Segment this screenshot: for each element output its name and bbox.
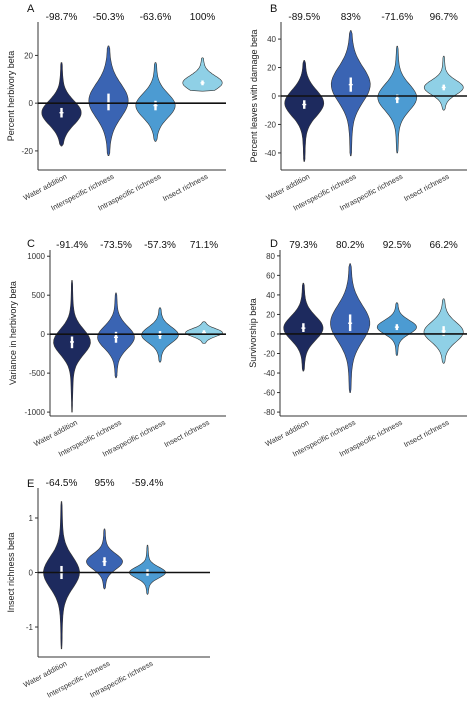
y-tick-label: -40 xyxy=(264,149,276,158)
y-tick-label: 60 xyxy=(266,271,275,280)
y-tick-label: -60 xyxy=(263,389,275,398)
percent-label: -73.5% xyxy=(100,240,132,251)
y-tick-label: 40 xyxy=(267,35,276,44)
category-label: Insect richness xyxy=(402,418,451,450)
panel-letter: A xyxy=(27,3,35,15)
percent-label: 66.2% xyxy=(429,240,457,251)
percent-label: -63.6% xyxy=(140,12,172,23)
panel-letter: C xyxy=(27,238,35,250)
percent-label: 100% xyxy=(190,12,216,23)
category-label: Insect richness xyxy=(163,418,212,450)
y-tick-label: -20 xyxy=(21,147,33,156)
y-tick-label: 20 xyxy=(266,310,275,319)
category-label: Insect richness xyxy=(161,172,210,204)
y-axis-label: Percent leaves with damage beta xyxy=(249,29,259,162)
percent-label: -71.6% xyxy=(381,12,413,23)
y-tick-label: 20 xyxy=(24,51,33,60)
y-tick-label: 0 xyxy=(41,330,46,339)
percent-label: -98.7% xyxy=(46,12,78,23)
panel-letter: D xyxy=(270,238,278,250)
y-tick-label: 0 xyxy=(272,92,277,101)
percent-label: 95% xyxy=(94,478,114,489)
panel-d: D -80 -60 -40 -20 0 20 40 60 80 Survivorship beta 7… xyxy=(248,238,467,459)
panel-c: C -1000 -500 0 500 1000 Variance in herbivory … xyxy=(8,238,226,459)
percent-label: 92.5% xyxy=(383,240,411,251)
violin-4 xyxy=(423,55,464,111)
percent-label: -64.5% xyxy=(46,478,78,489)
y-tick-label: 40 xyxy=(266,291,275,300)
y-tick-label: 500 xyxy=(32,291,46,300)
y-tick-label: 1000 xyxy=(27,252,45,261)
percent-label: 80.2% xyxy=(336,240,364,251)
y-axis-label: Variance in herbivory beta xyxy=(8,281,18,385)
percent-label: 71.1% xyxy=(190,240,218,251)
percent-label: -59.4% xyxy=(132,478,164,489)
y-tick-label: -80 xyxy=(263,408,275,417)
percent-label: -89.5% xyxy=(288,12,320,23)
percent-label: -57.3% xyxy=(144,240,176,251)
panel-b: B -40 -20 0 20 40 Percent leaves with damage b… xyxy=(249,3,467,213)
y-tick-label: -20 xyxy=(263,350,275,359)
violin-4 xyxy=(182,57,223,92)
y-tick-label: 0 xyxy=(29,569,34,578)
violin-1 xyxy=(41,62,82,147)
y-tick-label: 80 xyxy=(266,252,275,261)
panel-letter: E xyxy=(27,478,34,490)
y-tick-label: 0 xyxy=(271,330,276,339)
y-axis-label: Survivorship beta xyxy=(248,298,258,368)
y-tick-label: -1000 xyxy=(25,408,46,417)
panel-e: E -1 0 1 Insect richness beta -64.5% 95% -59.4%… xyxy=(6,478,210,700)
y-tick-label: 20 xyxy=(267,64,276,73)
y-tick-label: -40 xyxy=(263,369,275,378)
y-tick-label: -1 xyxy=(26,623,34,632)
panel-a: A -20 0 20 Percent herbivory beta -98.7% -50.3… xyxy=(6,3,226,213)
y-tick-label: -500 xyxy=(29,369,46,378)
percent-label: 83% xyxy=(341,12,361,23)
y-axis-label: Percent herbivory beta xyxy=(6,51,16,142)
percent-label: 79.3% xyxy=(289,240,317,251)
percent-label: -91.4% xyxy=(56,240,88,251)
y-tick-label: 1 xyxy=(29,514,34,523)
percent-label: 96.7% xyxy=(430,12,458,23)
y-axis-label: Insect richness beta xyxy=(6,532,16,612)
percent-label: -50.3% xyxy=(93,12,125,23)
category-label: Insect richness xyxy=(402,172,451,204)
iqr-box xyxy=(107,93,110,111)
y-tick-label: -20 xyxy=(264,120,276,129)
violin-1 xyxy=(284,60,325,162)
panel-letter: B xyxy=(270,3,277,15)
y-tick-label: 0 xyxy=(29,99,34,108)
violin-2 xyxy=(330,30,371,157)
